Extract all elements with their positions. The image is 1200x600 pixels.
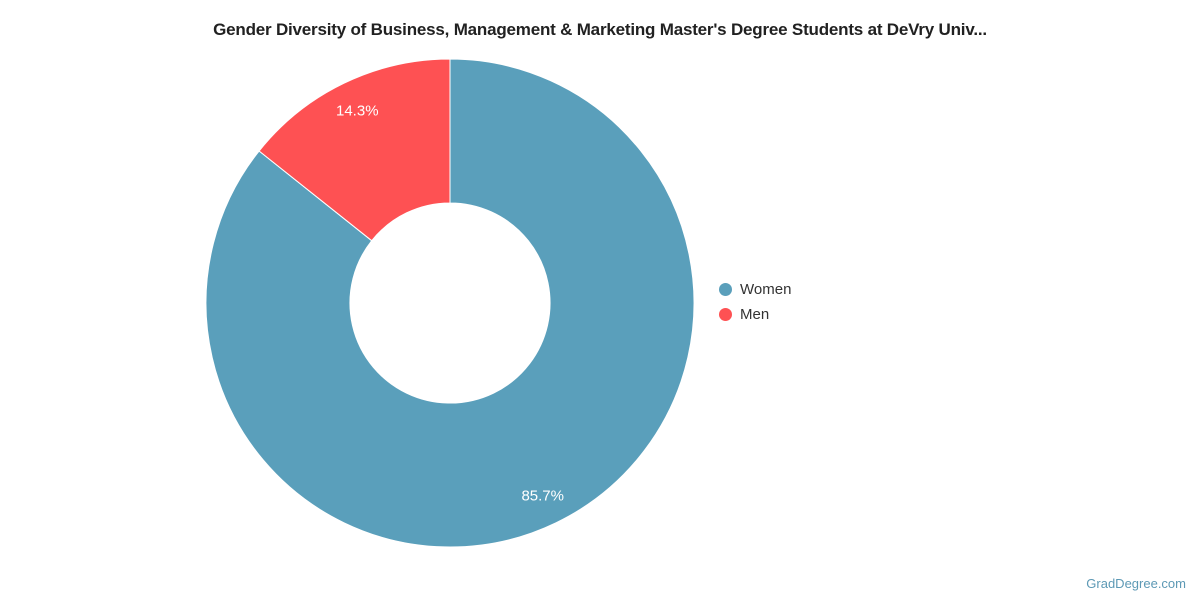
- slice-label-men: 14.3%: [336, 103, 379, 120]
- slice-label-women: 85.7%: [521, 487, 564, 504]
- legend-label-women: Women: [740, 281, 792, 298]
- legend-marker-women-icon: [719, 283, 732, 296]
- legend-item-women[interactable]: Women: [719, 279, 791, 300]
- chart-title: Gender Diversity of Business, Management…: [213, 20, 987, 39]
- legend-marker-men-icon: [719, 308, 732, 321]
- pie-slice-women[interactable]: [205, 58, 695, 548]
- legend-item-men[interactable]: Men: [719, 304, 791, 325]
- pie-slice-men[interactable]: [258, 58, 451, 242]
- watermark-link[interactable]: GradDegree.com: [1086, 576, 1186, 591]
- legend: Women Men: [719, 279, 791, 325]
- legend-label-men: Men: [740, 306, 770, 323]
